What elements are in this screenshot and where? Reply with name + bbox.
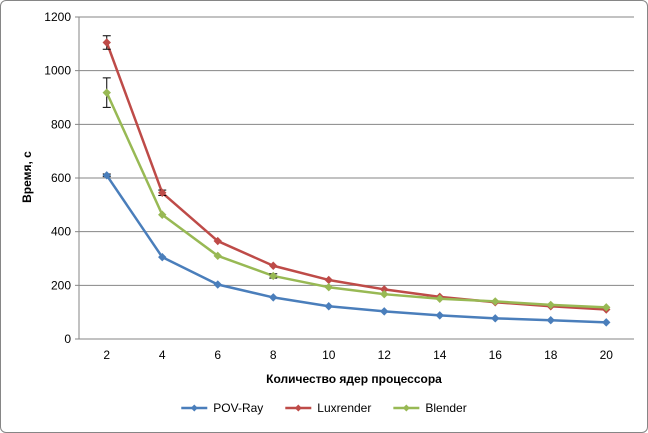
data-point-luxrender-8 <box>269 261 278 270</box>
x-tick-label-14: 14 <box>433 348 447 362</box>
data-point-blender-10 <box>324 283 333 292</box>
x-tick-label-20: 20 <box>600 348 614 362</box>
legend-item-pov-ray: POV-Ray <box>181 401 263 415</box>
data-point-blender-18 <box>546 300 555 310</box>
series-pov-ray <box>102 171 611 327</box>
y-tick-label-0: 0 <box>64 332 71 346</box>
series-line-pov-ray <box>105 174 607 324</box>
x-tick-label-8: 8 <box>270 348 277 362</box>
axes: 0 200 400 600 800 1000 1200 2 4 6 8 10 12 14 16 18 20 <box>44 10 634 362</box>
data-point-pov-ray-2 <box>102 171 111 180</box>
legend-label: Blender <box>425 401 466 415</box>
y-tick-label-400: 400 <box>51 225 71 239</box>
x-tick-label-2: 2 <box>103 348 110 362</box>
y-tick-label-1200: 1200 <box>44 10 71 24</box>
x-tick-label-4: 4 <box>159 348 166 362</box>
series-layer <box>102 35 611 327</box>
legend-marker <box>402 404 410 412</box>
x-axis-title: Количество ядер процессора <box>266 372 442 386</box>
data-point-pov-ray-12 <box>380 307 389 316</box>
legend: POV-Ray Luxrender Blender <box>181 401 467 415</box>
x-tick-label-12: 12 <box>378 348 392 362</box>
gridlines <box>79 16 634 286</box>
data-point-luxrender-10 <box>324 275 333 285</box>
y-axis-title: Время, с <box>20 151 34 203</box>
data-point-pov-ray-18 <box>546 316 555 325</box>
legend-item-luxrender: Luxrender <box>285 401 371 415</box>
data-point-pov-ray-16 <box>491 314 500 323</box>
y-tick-label-1000: 1000 <box>44 64 71 78</box>
data-point-blender-8 <box>269 271 278 281</box>
legend-item-blender: Blender <box>393 401 467 415</box>
data-point-pov-ray-10 <box>324 302 333 311</box>
data-point-luxrender-2 <box>102 38 111 47</box>
y-tick-label-800: 800 <box>51 117 71 131</box>
y-tick-label-600: 600 <box>51 171 71 185</box>
series-line-luxrender <box>105 42 607 311</box>
data-point-pov-ray-20 <box>602 318 611 327</box>
data-point-luxrender-6 <box>213 236 222 246</box>
legend-marker <box>190 404 198 412</box>
data-point-blender-6 <box>213 251 222 261</box>
x-tick-label-6: 6 <box>214 348 221 362</box>
x-tick-label-10: 10 <box>322 348 336 362</box>
data-point-pov-ray-8 <box>269 293 278 302</box>
series-blender <box>102 77 611 312</box>
data-point-blender-2 <box>102 88 111 97</box>
x-tick-label-16: 16 <box>489 348 503 362</box>
x-tick-label-18: 18 <box>544 348 558 362</box>
data-point-luxrender-4 <box>158 188 167 197</box>
data-point-pov-ray-6 <box>213 280 222 289</box>
y-tick-label-200: 200 <box>51 278 71 292</box>
series-line-blender <box>105 92 607 309</box>
data-point-blender-16 <box>491 297 500 306</box>
legend-marker <box>294 404 302 412</box>
data-point-blender-20 <box>602 303 611 312</box>
data-point-blender-4 <box>158 210 167 219</box>
legend-label: Luxrender <box>317 401 371 415</box>
data-point-blender-12 <box>380 289 389 299</box>
data-point-blender-14 <box>435 294 444 303</box>
series-luxrender <box>102 35 611 314</box>
data-point-pov-ray-4 <box>158 252 167 262</box>
data-point-pov-ray-14 <box>435 311 444 320</box>
legend-label: POV-Ray <box>213 401 263 415</box>
